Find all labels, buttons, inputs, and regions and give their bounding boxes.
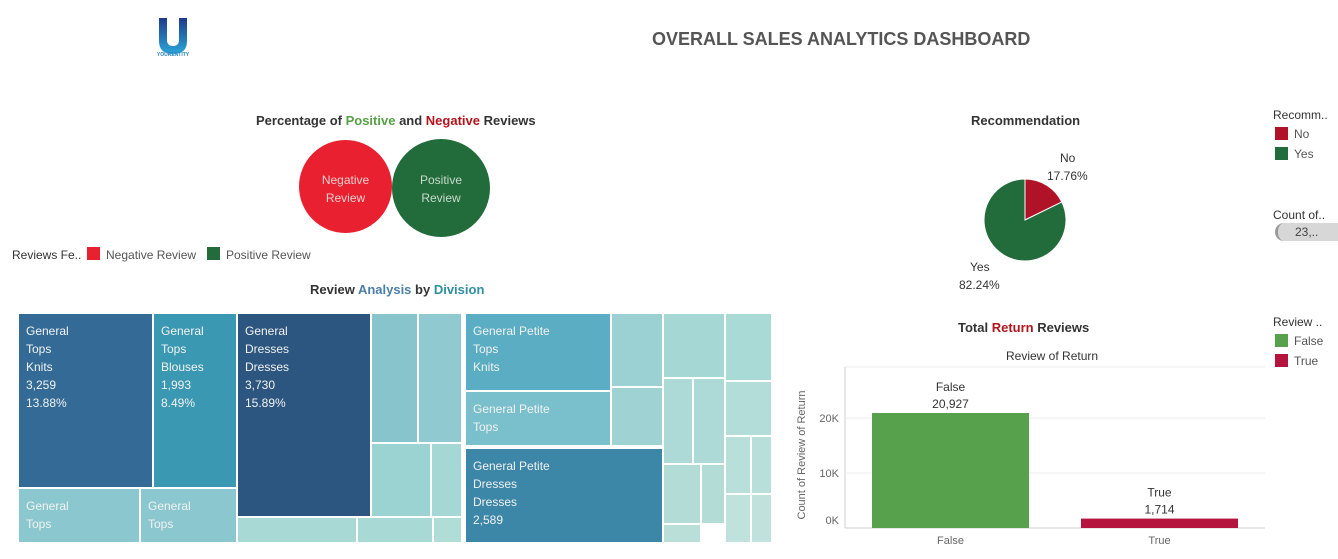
count-filter-title: Count of.. — [1273, 208, 1326, 222]
treemap-cell[interactable] — [433, 517, 462, 543]
bar-value-label: 1,714 — [1144, 503, 1174, 517]
return-subtitle: Review of Return — [1006, 349, 1099, 363]
legend-no-label[interactable]: No — [1294, 127, 1310, 141]
treemap-cell[interactable] — [237, 517, 357, 543]
treemap-cell-label: General Petite Tops Knits — [473, 324, 550, 374]
treemap-cell[interactable] — [371, 443, 431, 517]
treemap-cell-general-tops-b[interactable]: General Tops — [140, 488, 237, 543]
treemap: General Tops Knits 3,259 13.88% General … — [18, 313, 772, 543]
treemap-cell[interactable] — [751, 436, 772, 494]
y-axis-label: Count of Review of Return — [796, 390, 808, 519]
reviews-title: Percentage of Positive and Negative Revi… — [256, 113, 536, 128]
treemap-cell-label: General Petite Tops — [473, 402, 550, 434]
logo: YOURENTITY — [150, 14, 196, 60]
count-filter-value: 23,.. — [1295, 225, 1319, 239]
logo-text: YOURENTITY — [156, 52, 190, 58]
treemap-cell[interactable] — [725, 494, 751, 543]
bar-false[interactable] — [872, 413, 1029, 528]
treemap-cell-label: General Tops — [26, 499, 69, 531]
treemap-cell[interactable] — [357, 517, 433, 543]
legend-positive-label[interactable]: Positive Review — [226, 248, 311, 262]
reviews-title-positive: Positive — [345, 113, 396, 128]
legend-yes-label[interactable]: Yes — [1294, 147, 1314, 161]
bar-true[interactable] — [1081, 518, 1238, 528]
return-legend: Review .. False True — [1273, 315, 1338, 375]
positive-circle-line2: Review — [421, 191, 461, 205]
legend-false-label[interactable]: False — [1294, 334, 1324, 348]
recommendation-legend-title: Recomm.. — [1273, 108, 1328, 122]
x-tick-label: False — [937, 535, 964, 547]
treemap-cell-general-dresses-dresses[interactable]: General Dresses Dresses 3,730 15.89% — [237, 313, 371, 517]
treemap-cell-label: General Tops — [148, 499, 191, 531]
page-title: OVERALL SALES ANALYTICS DASHBOARD — [652, 29, 1031, 49]
reviews-title-negative: Negative — [425, 113, 480, 128]
bar-category-label: False — [936, 380, 966, 394]
legend-negative-label[interactable]: Negative Review — [106, 248, 197, 262]
treemap-cell[interactable] — [725, 313, 772, 381]
treemap-cell[interactable] — [663, 464, 701, 524]
reviews-legend: Reviews Fe.. Negative Review Positive Re… — [12, 247, 342, 263]
x-tick-label: True — [1148, 535, 1170, 547]
treemap-cell[interactable] — [751, 494, 772, 543]
treemap-cell-general-petite-dresses-dresses[interactable]: General Petite Dresses Dresses 2,589 — [465, 446, 663, 543]
y-tick-label: 0K — [826, 515, 840, 527]
treemap-cell[interactable] — [611, 313, 663, 387]
pie-label-no: No — [1060, 151, 1076, 165]
treemap-cell[interactable] — [611, 387, 663, 446]
positive-review-circle[interactable]: Positive Review — [392, 139, 490, 237]
treemap-cell-label: General Tops Knits 3,259 13.88% — [26, 324, 69, 410]
return-bar-chart: Count of Review of Return 0K 10K 20K False… — [796, 366, 1265, 547]
treemap-cell-label: General Petite Dresses Dresses 2,589 — [473, 459, 550, 527]
reviews-legend-title: Reviews Fe.. — [12, 248, 82, 262]
bar-value-label: 20,927 — [932, 397, 969, 411]
recommendation-title: Recommendation — [971, 113, 1081, 128]
treemap-cell[interactable] — [663, 378, 693, 464]
treemap-cell[interactable] — [693, 378, 725, 464]
treemap-cell[interactable] — [701, 464, 725, 524]
recommendation-legend: Recomm.. No Yes — [1273, 108, 1338, 168]
pie-pct-no: 17.76% — [1047, 169, 1088, 183]
pie-slice-yes[interactable] — [983, 178, 1067, 262]
legend-yes-swatch[interactable] — [1275, 147, 1288, 160]
treemap-cell[interactable] — [431, 443, 462, 517]
y-tick-label: 20K — [819, 413, 839, 425]
negative-circle-line1: Negative — [321, 173, 370, 187]
treemap-cell[interactable] — [418, 313, 462, 443]
y-tick-label: 10K — [819, 468, 839, 480]
treemap-cell[interactable] — [371, 313, 418, 443]
return-title: Total Return Reviews — [958, 320, 1090, 335]
legend-positive-swatch[interactable] — [207, 247, 220, 260]
treemap-cell-general-tops-a[interactable]: General Tops — [18, 488, 140, 543]
bar-category-label: True — [1147, 486, 1172, 500]
pie-slice-no[interactable] — [1024, 178, 1063, 221]
negative-review-circle[interactable]: Negative Review — [299, 140, 392, 233]
treemap-title: Review Analysis by Division — [310, 282, 485, 297]
legend-negative-swatch[interactable] — [87, 247, 100, 260]
treemap-cell-general-tops-knits[interactable]: General Tops Knits 3,259 13.88% — [18, 313, 153, 488]
treemap-cell-general-petite-tops[interactable]: General Petite Tops — [465, 391, 611, 446]
treemap-cell-general-tops-blouses[interactable]: General Tops Blouses 1,993 8.49% — [153, 313, 237, 488]
positive-circle-line1: Positive — [419, 173, 463, 187]
count-filter-slider[interactable]: 23,.. — [1275, 223, 1338, 241]
pie-pct-yes: 82.24% — [959, 278, 1000, 292]
logo-mark — [159, 18, 187, 54]
negative-circle-line2: Review — [325, 191, 366, 205]
treemap-cell-general-petite-tops-knits[interactable]: General Petite Tops Knits — [465, 313, 611, 391]
legend-no-swatch[interactable] — [1275, 127, 1288, 140]
treemap-title-analysis: Analysis — [357, 282, 412, 297]
legend-false-swatch[interactable] — [1275, 334, 1288, 347]
legend-true-swatch[interactable] — [1275, 354, 1288, 367]
treemap-cell-label: General Dresses Dresses 3,730 15.89% — [245, 324, 290, 410]
legend-true-label[interactable]: True — [1294, 354, 1319, 368]
treemap-title-division: Division — [433, 282, 485, 297]
treemap-cell-label: General Tops Blouses 1,993 8.49% — [161, 324, 204, 410]
treemap-cell[interactable] — [725, 436, 751, 494]
treemap-cell[interactable] — [663, 524, 701, 543]
treemap-cell[interactable] — [663, 313, 725, 378]
treemap-cell[interactable] — [725, 381, 772, 436]
pie-label-yes: Yes — [970, 260, 990, 274]
return-title-return: Return — [991, 320, 1034, 335]
return-legend-title: Review .. — [1273, 315, 1323, 329]
recommendation-pie — [983, 178, 1067, 262]
